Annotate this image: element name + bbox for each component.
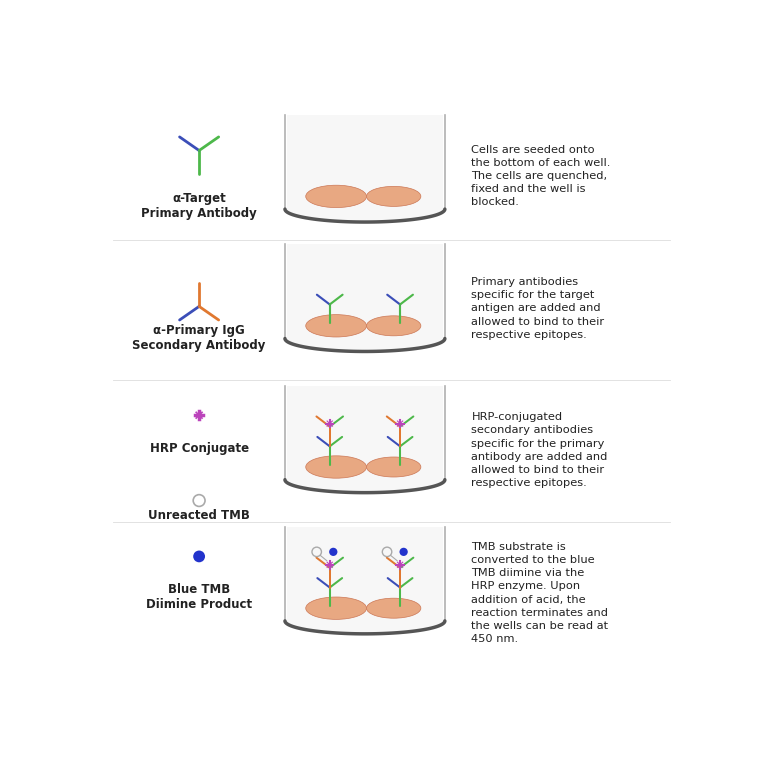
Polygon shape bbox=[285, 621, 445, 634]
Text: Blue TMB
Diimine Product: Blue TMB Diimine Product bbox=[146, 583, 252, 611]
Polygon shape bbox=[285, 209, 445, 222]
Text: HRP-conjugated
secondary antibodies
specific for the primary
antibody are added : HRP-conjugated secondary antibodies spec… bbox=[471, 413, 608, 488]
Text: HRP Conjugate: HRP Conjugate bbox=[150, 442, 248, 455]
Text: Primary antibodies
specific for the target
antigen are added and
allowed to bind: Primary antibodies specific for the targ… bbox=[471, 277, 604, 340]
Text: α-Primary IgG
Secondary Antibody: α-Primary IgG Secondary Antibody bbox=[132, 324, 266, 352]
Ellipse shape bbox=[306, 185, 367, 208]
Text: α-Target
Primary Antibody: α-Target Primary Antibody bbox=[141, 192, 257, 220]
Polygon shape bbox=[286, 526, 443, 621]
Circle shape bbox=[193, 551, 205, 562]
Polygon shape bbox=[286, 386, 443, 480]
Text: Unreacted TMB: Unreacted TMB bbox=[148, 510, 250, 523]
Ellipse shape bbox=[306, 315, 367, 337]
Ellipse shape bbox=[367, 316, 421, 336]
Polygon shape bbox=[285, 338, 445, 351]
Text: Cells are seeded onto
the bottom of each well.
The cells are quenched,
fixed and: Cells are seeded onto the bottom of each… bbox=[471, 144, 611, 207]
Polygon shape bbox=[286, 115, 443, 209]
Ellipse shape bbox=[306, 597, 367, 620]
Ellipse shape bbox=[306, 456, 367, 478]
Polygon shape bbox=[286, 244, 443, 338]
Ellipse shape bbox=[367, 457, 421, 477]
Circle shape bbox=[329, 548, 338, 556]
Polygon shape bbox=[285, 480, 445, 493]
Text: TMB substrate is
converted to the blue
TMB diimine via the
HRP enzyme. Upon
addi: TMB substrate is converted to the blue T… bbox=[471, 542, 609, 644]
Circle shape bbox=[400, 548, 408, 556]
Ellipse shape bbox=[367, 598, 421, 618]
Ellipse shape bbox=[367, 186, 421, 206]
